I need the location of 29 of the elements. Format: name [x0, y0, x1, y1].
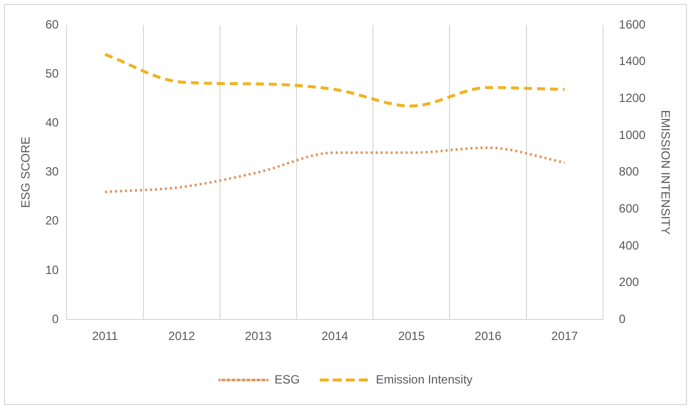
x-tick-label: 2016 [474, 329, 502, 344]
y-tick-label: 60 [45, 17, 60, 32]
legend-label: Emission Intensity [376, 372, 473, 386]
line-series [104, 52, 566, 108]
x-tick-label: 2017 [551, 329, 578, 344]
y-tick-label: 50 [45, 66, 60, 80]
x-tick-label: 2014 [321, 329, 348, 344]
y2-tick-label: 600 [618, 201, 640, 216]
y2-tick-label: 1200 [618, 90, 646, 105]
y-axis-title: ESG SCORE [18, 136, 33, 208]
y2-tick-label: 200 [618, 275, 640, 290]
x-tick-label: 2015 [398, 329, 426, 344]
y2-tick-label: 800 [618, 164, 640, 179]
y-tick-label: 40 [45, 116, 60, 130]
y2-axis-title: EMISSION INTENSITY [658, 110, 672, 235]
y-tick-label: 20 [45, 214, 60, 228]
y2-tick-label: 1400 [618, 54, 646, 68]
y-tick-label: 30 [45, 164, 60, 179]
y2-tick-label: 0 [618, 312, 626, 326]
y2-tick-label: 400 [618, 238, 640, 252]
x-tick-label: 2011 [92, 329, 118, 344]
y-tick-label: 10 [45, 262, 60, 277]
x-tick-label: 2013 [244, 329, 272, 344]
y-tick-label: 0 [52, 312, 60, 326]
x-tick-label: 2012 [168, 329, 196, 344]
line-series [104, 146, 566, 194]
y2-tick-label: 1000 [618, 128, 646, 142]
legend-label: ESG [274, 372, 300, 386]
y2-tick-label: 1600 [618, 17, 646, 32]
